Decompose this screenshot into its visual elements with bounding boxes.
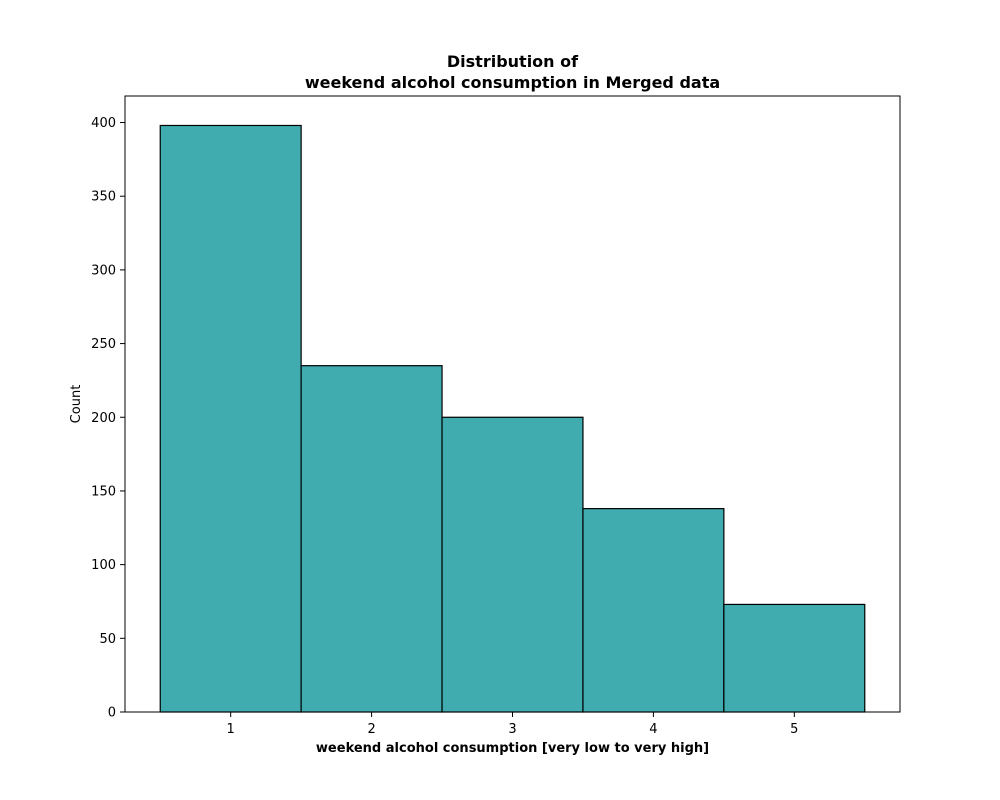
x-axis-ticks: 1 2 3 4 5 — [227, 712, 798, 737]
x-tick-label-4: 4 — [649, 722, 657, 737]
y-tick-label-400: 400 — [91, 116, 116, 131]
y-tick-label-100: 100 — [91, 558, 116, 573]
y-axis-ticks: 0 50 100 150 200 250 300 350 400 — [91, 116, 125, 721]
x-tick-label-1: 1 — [227, 722, 235, 737]
chart-title-line-2: weekend alcohol consumption in Merged da… — [305, 73, 720, 92]
x-tick-label-2: 2 — [367, 722, 375, 737]
y-tick-label-150: 150 — [91, 484, 116, 499]
y-tick-label-300: 300 — [91, 263, 116, 278]
x-axis-label: weekend alcohol consumption [very low to… — [316, 741, 709, 756]
bar-2 — [300, 365, 443, 713]
y-tick-label-250: 250 — [91, 337, 116, 352]
bar-4 — [582, 508, 725, 713]
chart-title-line-1: Distribution of — [447, 52, 579, 71]
x-tick-label-5: 5 — [790, 722, 798, 737]
bar-5 — [723, 603, 866, 713]
y-tick-label-50: 50 — [99, 632, 116, 647]
bar-3 — [441, 416, 584, 713]
bars-group — [159, 124, 866, 713]
y-tick-label-200: 200 — [91, 411, 116, 426]
x-tick-label-3: 3 — [508, 722, 516, 737]
bar-1 — [159, 124, 302, 713]
y-tick-label-0: 0 — [108, 706, 116, 721]
y-tick-label-350: 350 — [91, 190, 116, 205]
y-axis-label: Count — [69, 385, 84, 424]
